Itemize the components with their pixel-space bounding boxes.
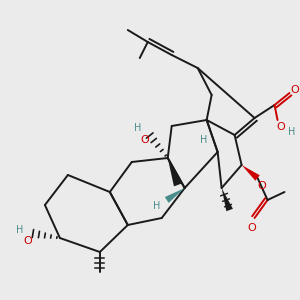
- Text: H: H: [16, 225, 24, 235]
- Polygon shape: [168, 158, 182, 186]
- Text: H: H: [200, 135, 207, 145]
- Text: H: H: [134, 123, 142, 133]
- Text: O: O: [24, 236, 32, 246]
- Text: O: O: [276, 122, 285, 132]
- Polygon shape: [222, 188, 233, 211]
- Polygon shape: [165, 188, 185, 203]
- Text: O: O: [290, 85, 299, 95]
- Text: H: H: [153, 201, 160, 211]
- Text: O: O: [257, 181, 266, 191]
- Text: O: O: [140, 135, 149, 145]
- Polygon shape: [242, 165, 260, 181]
- Text: O: O: [247, 223, 256, 233]
- Text: H: H: [288, 127, 295, 137]
